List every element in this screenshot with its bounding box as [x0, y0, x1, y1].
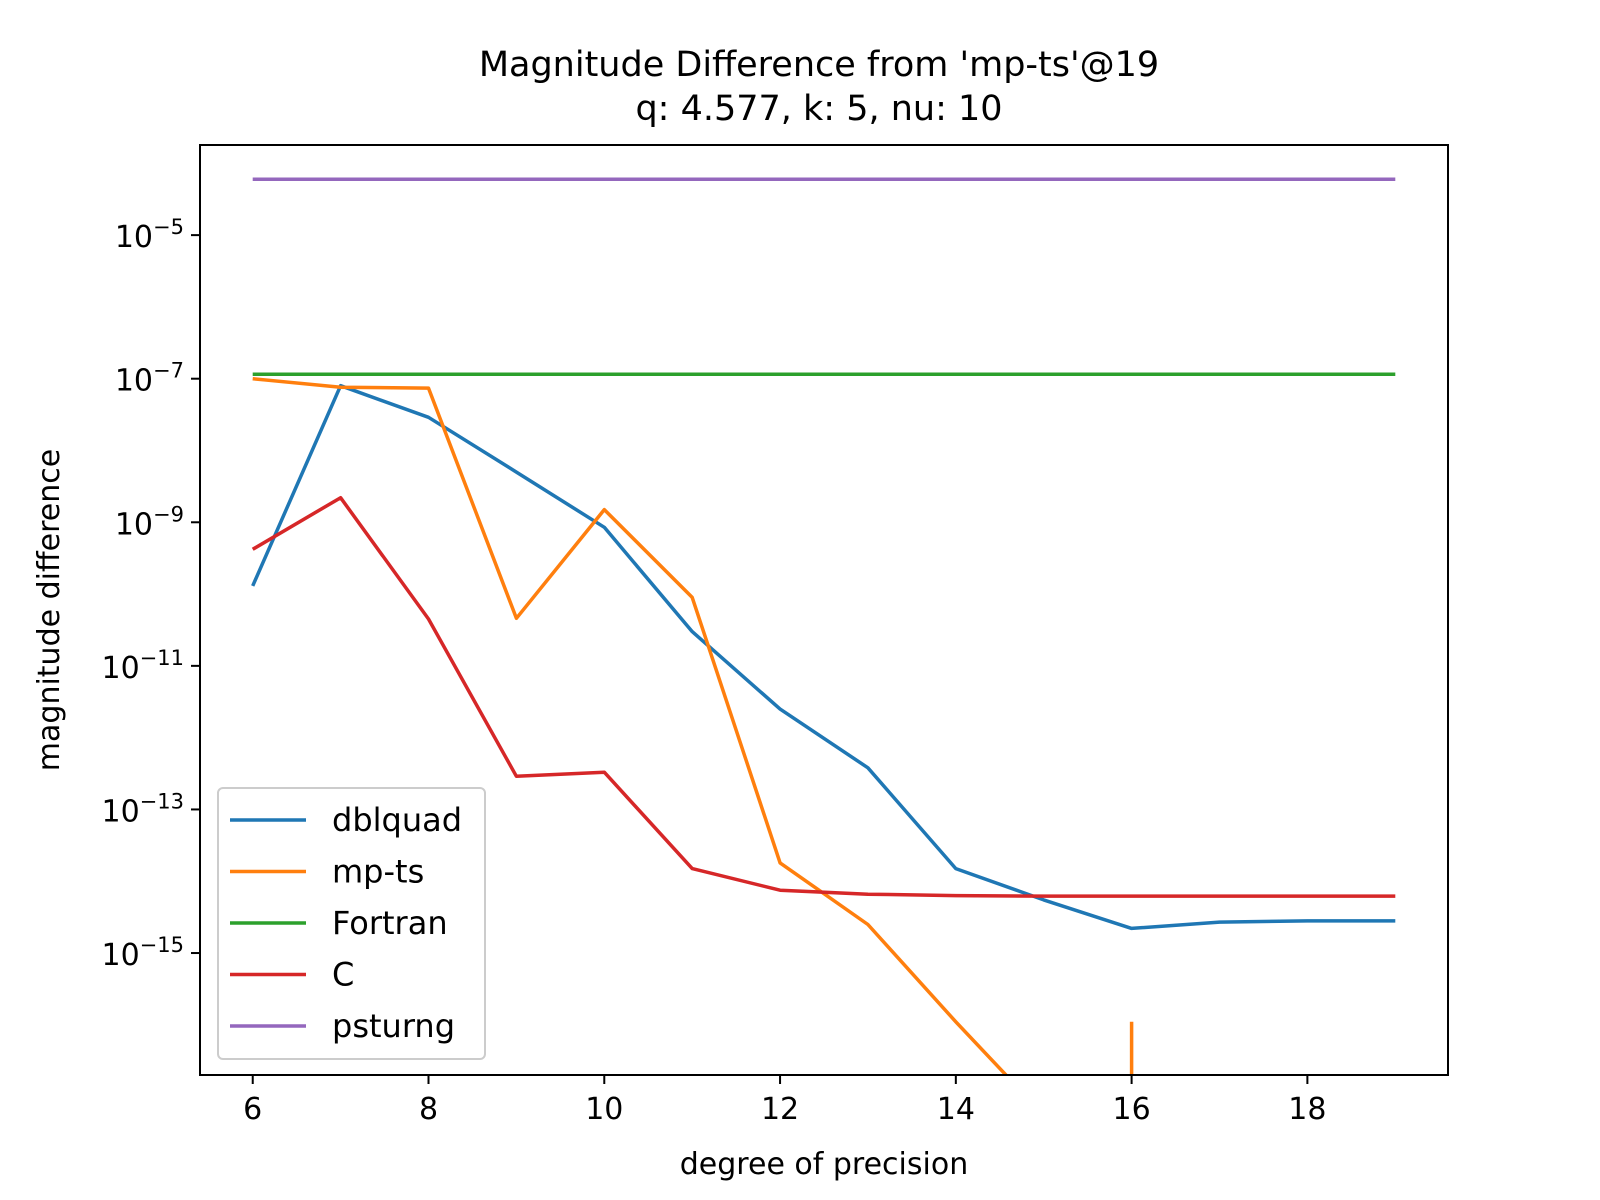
x-axis: 6 8 10 12 14 16 18 — [243, 1075, 1326, 1127]
x-tick-label: 16 — [1113, 1092, 1151, 1127]
series-line-mp-ts — [252, 376, 1134, 1075]
legend-label: C — [332, 956, 354, 994]
y-tick-label: 10−5 — [115, 215, 184, 255]
chart-subtitle: q: 4.577, k: 5, nu: 10 — [635, 89, 1002, 129]
plot-frame — [199, 144, 1449, 1076]
x-tick-label: 10 — [585, 1092, 623, 1127]
legend-label: dblquad — [332, 801, 462, 839]
x-tick-label: 18 — [1288, 1092, 1326, 1127]
legend-label: psturng — [332, 1007, 455, 1045]
series-layer — [251, 177, 1396, 1075]
legend-label: Fortran — [332, 904, 448, 942]
chart-title: Magnitude Difference from 'mp-ts'@19 — [479, 45, 1159, 85]
x-tick-label: 14 — [937, 1092, 975, 1127]
y-axis-label: magnitude difference — [32, 449, 67, 771]
y-tick-label: 10−13 — [101, 789, 184, 829]
x-tick-label: 6 — [243, 1092, 262, 1127]
legend-label: mp-ts — [332, 853, 424, 891]
legend-box — [217, 787, 486, 1060]
y-tick-label: 10−11 — [101, 646, 184, 686]
x-tick-label: 12 — [761, 1092, 799, 1127]
x-tick-label: 8 — [419, 1092, 438, 1127]
x-axis-label: degree of precision — [680, 1147, 968, 1182]
y-tick-label: 10−7 — [115, 359, 184, 399]
series-line-c — [251, 495, 1396, 898]
y-tick-label: 10−15 — [101, 933, 184, 973]
y-axis: 10−5 10−7 10−9 10−11 10−13 10−15 — [101, 215, 200, 973]
y-tick-label: 10−9 — [115, 502, 184, 542]
